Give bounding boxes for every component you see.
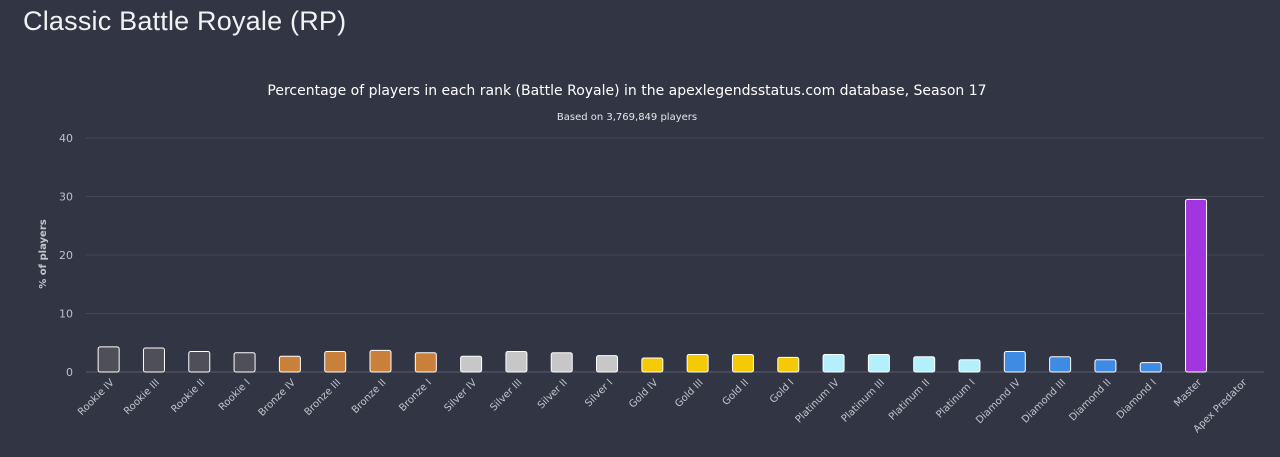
- x-tick-label: Rookie IV: [76, 377, 117, 418]
- bar[interactable]: [596, 355, 619, 373]
- bar[interactable]: [641, 357, 664, 373]
- bar[interactable]: [822, 353, 845, 373]
- x-tick-label: Rookie II: [170, 377, 208, 415]
- x-tick-label: Gold II: [721, 377, 751, 407]
- grid-lines: [86, 137, 1264, 373]
- x-tick-label: Gold IV: [627, 377, 660, 410]
- x-tick-label: Bronze III: [303, 377, 344, 418]
- bar[interactable]: [505, 351, 528, 373]
- y-axis-ticks: 0 10 20 30 40: [59, 132, 73, 379]
- bar[interactable]: [1139, 362, 1162, 373]
- bar[interactable]: [97, 346, 120, 373]
- bar[interactable]: [777, 356, 800, 373]
- x-tick-label: Silver III: [488, 377, 524, 413]
- bar[interactable]: [958, 359, 981, 373]
- x-tick-label: Master: [1172, 377, 1205, 410]
- bar[interactable]: [414, 352, 437, 373]
- x-tick-label: Platinum II: [887, 377, 932, 422]
- bar[interactable]: [1049, 356, 1072, 373]
- x-tick-label: Diamond I: [1115, 377, 1159, 421]
- chart-title: Percentage of players in each rank (Batt…: [267, 83, 986, 99]
- x-tick-label: Silver IV: [442, 377, 479, 414]
- bar[interactable]: [1094, 359, 1117, 373]
- x-tick-label: Gold III: [673, 377, 706, 410]
- bar[interactable]: [731, 353, 754, 373]
- y-tick-label: 40: [59, 132, 73, 145]
- bar[interactable]: [686, 353, 709, 373]
- bar[interactable]: [550, 352, 573, 373]
- x-tick-label: Platinum I: [934, 377, 977, 420]
- x-tick-label: Diamond III: [1020, 377, 1068, 425]
- x-tick-label: Platinum IV: [794, 377, 842, 425]
- x-tick-label: Bronze I: [397, 377, 434, 414]
- page-title: Classic Battle Royale (RP): [23, 6, 347, 36]
- bar[interactable]: [369, 349, 392, 373]
- y-axis-title: % of players: [38, 219, 49, 288]
- x-tick-label: Diamond IV: [974, 377, 1023, 426]
- y-tick-label: 0: [66, 366, 73, 379]
- x-tick-label: Diamond II: [1067, 377, 1113, 423]
- bar[interactable]: [460, 355, 483, 373]
- x-tick-label: Bronze IV: [257, 377, 299, 419]
- bar[interactable]: [188, 351, 211, 373]
- x-tick-label: Rookie I: [217, 377, 253, 413]
- x-tick-label: Gold I: [768, 377, 796, 405]
- x-tick-label: Rookie III: [122, 377, 162, 417]
- y-tick-label: 10: [59, 308, 73, 321]
- bar[interactable]: [278, 355, 301, 373]
- y-tick-label: 20: [59, 249, 73, 262]
- bar[interactable]: [324, 351, 347, 373]
- bar[interactable]: [1003, 351, 1026, 373]
- y-tick-label: 30: [59, 191, 73, 204]
- bar-series: [97, 198, 1208, 373]
- x-tick-label: Silver II: [536, 377, 570, 411]
- bar[interactable]: [867, 353, 890, 373]
- bar[interactable]: [142, 347, 165, 373]
- x-tick-label: Platinum III: [840, 377, 887, 424]
- x-tick-label: Silver I: [583, 377, 615, 409]
- bar[interactable]: [913, 356, 936, 373]
- bar[interactable]: [233, 352, 256, 373]
- x-axis-labels: Rookie IV Rookie III Rookie II Rookie I Bron…: [76, 377, 1250, 435]
- bar[interactable]: [1185, 198, 1208, 373]
- chart-subtitle: Based on 3,769,849 players: [557, 112, 697, 123]
- x-tick-label: Bronze II: [350, 377, 389, 416]
